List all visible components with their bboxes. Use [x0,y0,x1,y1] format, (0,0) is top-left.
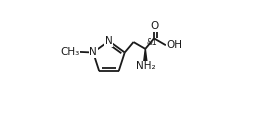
Text: N: N [89,48,97,57]
Polygon shape [144,49,147,61]
Text: CH₃: CH₃ [60,47,79,57]
Text: O: O [150,21,158,31]
Text: OH: OH [166,40,182,50]
Text: NH₂: NH₂ [136,61,155,71]
Text: N: N [105,36,113,46]
Text: &1: &1 [147,38,157,47]
